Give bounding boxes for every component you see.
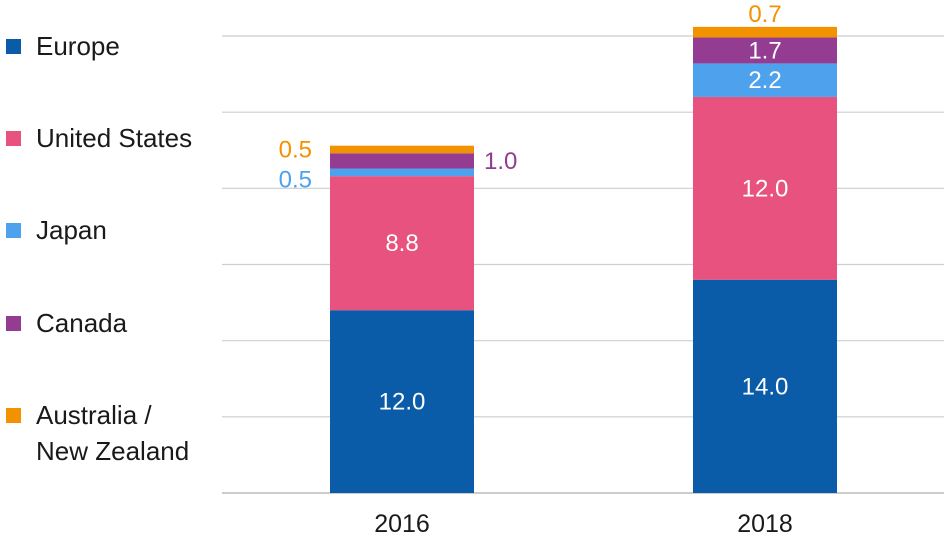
bar-segment-2016-1 xyxy=(330,176,474,311)
bar-segment-2018-1 xyxy=(693,96,837,280)
bar-segment-2016-2 xyxy=(330,168,474,177)
bar-segment-2018-3 xyxy=(693,37,837,64)
data-label-2016-0: 12.0 xyxy=(379,389,426,416)
legend-item-united-states: United States xyxy=(6,120,192,156)
data-label-2018-2: 2.2 xyxy=(748,67,781,94)
bar-segment-2018-0 xyxy=(693,279,837,493)
bar-segment-2018-2 xyxy=(693,63,837,97)
legend-label-australia-new-zealand: Australia / New Zealand xyxy=(36,400,190,466)
legend-swatch-europe xyxy=(6,39,21,54)
data-label-2018-1: 12.0 xyxy=(742,175,789,202)
legend-label-united-states: United States xyxy=(36,123,193,153)
bar-segment-2016-0 xyxy=(330,310,474,493)
legend-swatch-canada xyxy=(6,316,21,331)
legend-label-canada: Canada xyxy=(36,308,128,338)
data-label-2018-0: 14.0 xyxy=(742,373,789,400)
data-label-2016-1: 8.8 xyxy=(385,230,418,257)
data-label-2016-3: 1.0 xyxy=(484,148,517,175)
legend-item-europe: Europe xyxy=(6,28,120,64)
legend-item-australia-new-zealand: Australia / New Zealand xyxy=(6,397,189,469)
legend-item-japan: Japan xyxy=(6,212,107,248)
legend-item-canada: Canada xyxy=(6,305,127,341)
legend-label-europe: Europe xyxy=(36,31,120,61)
bar-segment-2016-3 xyxy=(330,153,474,169)
data-label-2016-4: 0.5 xyxy=(279,137,312,164)
data-label-2018-3: 1.7 xyxy=(748,37,781,64)
x-tick-label-2016: 2016 xyxy=(374,510,430,538)
legend-label-japan: Japan xyxy=(36,215,107,245)
x-tick-label-2018: 2018 xyxy=(737,510,793,538)
bar-segment-2016-4 xyxy=(330,145,474,154)
legend-swatch-australia-new-zealand xyxy=(6,408,21,423)
data-label-2018-4: 0.7 xyxy=(748,1,781,28)
data-label-2016-2: 0.5 xyxy=(279,166,312,193)
bar-segment-2018-4 xyxy=(693,26,837,38)
legend-swatch-united-states xyxy=(6,131,21,146)
legend-swatch-japan xyxy=(6,223,21,238)
